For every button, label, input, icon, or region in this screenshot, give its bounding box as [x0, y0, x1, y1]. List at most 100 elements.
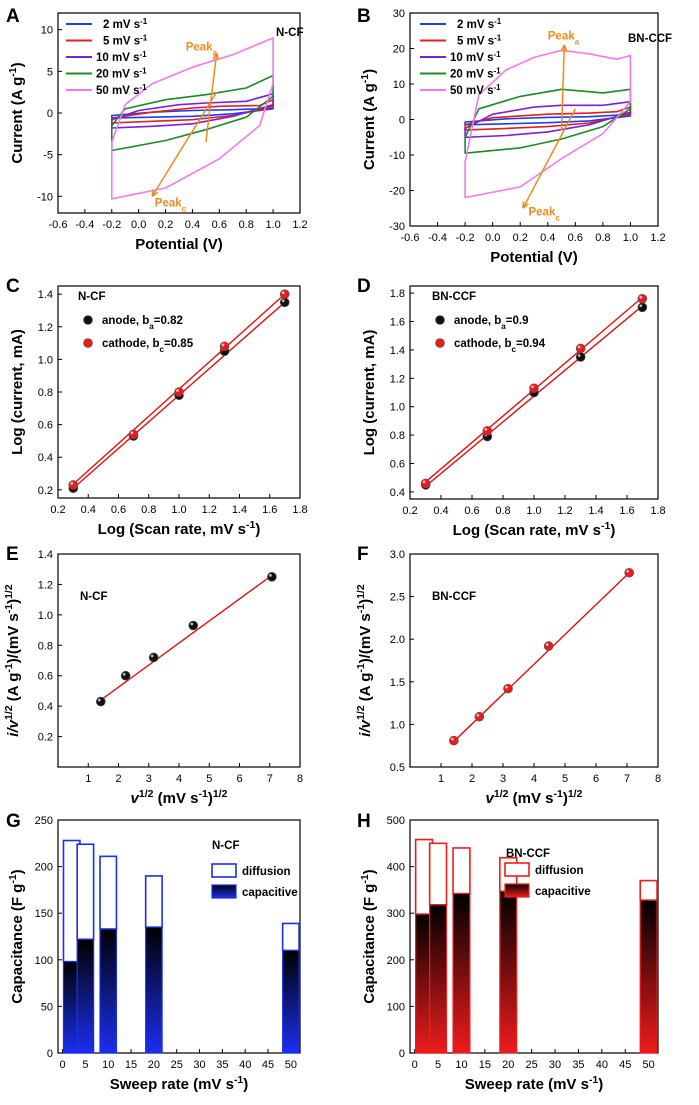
legend-entry: anode, ba=0.82: [102, 315, 183, 331]
y-tick-label: 3.0: [390, 549, 405, 561]
y-tick-label: 1.0: [390, 402, 405, 414]
y-tick-label: -20: [389, 186, 405, 198]
y-tick-label: 1.2: [390, 373, 405, 385]
legend-marker: [435, 315, 445, 325]
y-tick-label: 1.5: [390, 677, 405, 689]
x-tick-label: 8: [297, 773, 303, 785]
legend-entry: 2 mV s-1: [457, 17, 502, 32]
y-tick-label: 200: [35, 862, 53, 874]
sample-title: BN-CCF: [432, 591, 476, 603]
x-tick-label: 6: [236, 773, 242, 785]
data-point: [174, 387, 184, 397]
x-tick-label: 5: [435, 1059, 441, 1071]
x-tick-label: 1: [438, 773, 444, 785]
data-point-highlight: [281, 291, 285, 295]
x-tick-label: 50: [643, 1059, 655, 1071]
plot-frame: [57, 553, 301, 768]
sample-title: N-CF: [212, 840, 239, 852]
data-point: [503, 683, 513, 694]
y-tick-label: 2.5: [390, 592, 405, 604]
data-point: [267, 572, 277, 582]
x-tick-label: 15: [125, 1059, 137, 1071]
peak-anode-label: Peaka: [548, 31, 580, 47]
data-point-highlight: [639, 295, 643, 299]
panel-E: E 1 2 3 4 5 6 7 8 0.2 0.4 0.6 0.8 1.0 1.2 1.4 v1/2 (mV s…: [3, 544, 303, 807]
y-tick-label: 250: [35, 815, 53, 827]
x-tick-label: 1.6: [619, 505, 634, 517]
x-tick-label: 0.2: [513, 232, 528, 244]
x-tick-label: -0.4: [428, 232, 447, 244]
y-tick-label: 1.4: [38, 549, 53, 561]
y-tick-label: 1.6: [390, 317, 405, 329]
x-tick-label: 1.0: [623, 232, 638, 244]
plot-frame: [409, 12, 659, 227]
x-axis-label: Potential (V): [135, 236, 223, 253]
data-point: [420, 478, 431, 489]
y-tick-label: 0.2: [38, 732, 53, 744]
legend-entry: 20 mV s-1: [96, 66, 147, 81]
panel-G: G 0 5 10 15 20 25 30 35 40 45 50 0 50 100 150 200 250 Swee…: [6, 811, 301, 1093]
bar-diffusion: [428, 842, 448, 906]
data-point-highlight: [221, 343, 225, 347]
x-tick-label: 0.6: [568, 232, 583, 244]
x-tick-label: 40: [239, 1059, 251, 1071]
legend-entry: 10 mV s-1: [450, 50, 501, 65]
panel-label: A: [6, 6, 20, 27]
data-point: [637, 293, 648, 304]
data-point: [543, 641, 554, 651]
x-tick-label: 8: [655, 773, 661, 785]
x-tick-label: 20: [502, 1059, 514, 1071]
legend-box-diffusion: [211, 863, 237, 878]
plot-frame: [409, 553, 659, 768]
data-point-highlight: [577, 354, 581, 357]
bar-capacitive: [76, 938, 95, 1054]
panel-B: B -0.6 -0.4 -0.2 0.0 0.2 0.4 0.6 0.8 1.0 1.2 -30 -20…: [357, 6, 672, 266]
y-tick-label: 0.4: [38, 701, 53, 713]
x-tick-label: 30: [193, 1059, 205, 1071]
data-point: [279, 297, 290, 308]
data-point: [637, 302, 648, 313]
peak-anode-arrow-head: [560, 44, 568, 52]
y-tick-label: 0.2: [38, 485, 53, 497]
bar-capacitive: [282, 949, 300, 1054]
x-tick-label: -0.2: [456, 232, 475, 244]
x-tick-label: 10: [455, 1059, 467, 1071]
x-tick-label: 0.6: [212, 219, 227, 231]
data-point: [575, 352, 586, 362]
legend-entry: diffusion: [242, 866, 291, 878]
y-tick-label: -30: [389, 221, 405, 233]
y-tick-label: 1.0: [38, 610, 53, 622]
y-axis-label: Capacitance (F g-1): [359, 869, 378, 1003]
panel-label: B: [357, 6, 371, 27]
data-point-highlight: [150, 654, 154, 658]
cv-loop-50-mv: [464, 49, 632, 199]
y-tick-label: 300: [387, 908, 405, 920]
x-axis-label: v1/2 (mV s-1)1/2: [486, 788, 583, 807]
x-tick-label: 0.4: [185, 219, 200, 231]
x-axis-label: Log (Scan rate, mV s-1): [453, 520, 616, 539]
x-tick-label: 1.8: [650, 505, 665, 517]
x-tick-label: 1: [85, 773, 91, 785]
data-point: [624, 567, 635, 578]
y-tick-label: 50: [41, 1001, 53, 1013]
data-point: [279, 289, 290, 299]
x-tick-label: 45: [262, 1059, 274, 1071]
y-tick-label: 10: [41, 25, 53, 37]
x-tick-label: 1.2: [650, 232, 665, 244]
y-tick-label: 400: [387, 862, 405, 874]
data-point: [575, 343, 586, 354]
y-tick-label: -10: [37, 191, 53, 203]
data-point: [529, 383, 539, 394]
plot-frame: [409, 819, 659, 1054]
y-tick-label: 1.4: [38, 289, 53, 301]
x-tick-label: 0: [60, 1059, 66, 1071]
data-point: [474, 711, 485, 722]
x-tick-label: 50: [285, 1059, 297, 1071]
y-tick-label: 100: [35, 955, 53, 967]
y-tick-label: 0.8: [38, 387, 53, 399]
legend-entry: cathode, bc=0.94: [454, 338, 546, 354]
x-tick-label: 0.4: [540, 232, 555, 244]
x-tick-label: 15: [479, 1059, 491, 1071]
data-point-highlight: [122, 672, 126, 676]
x-tick-label: 0.6: [464, 505, 479, 517]
